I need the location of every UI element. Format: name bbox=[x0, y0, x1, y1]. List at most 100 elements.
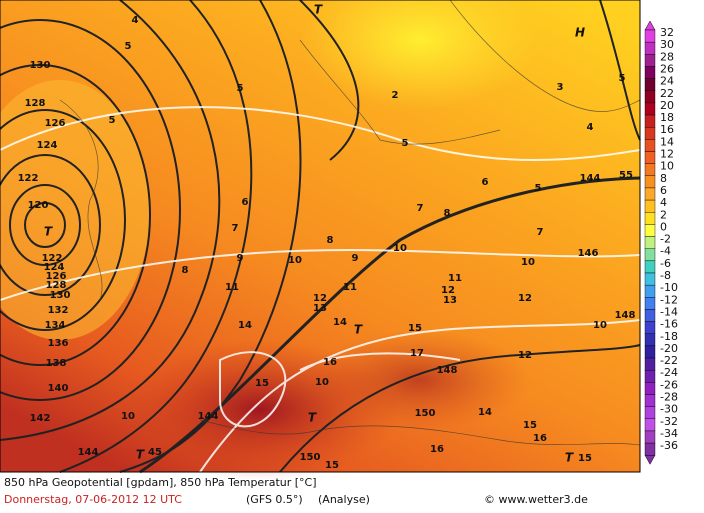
scale-arrow-bottom bbox=[644, 455, 656, 465]
scale-label: -30 bbox=[660, 403, 678, 416]
scale-swatch bbox=[644, 90, 656, 104]
scale-swatch bbox=[644, 236, 656, 249]
scale-swatch bbox=[644, 54, 656, 67]
map-label: 7 bbox=[537, 227, 544, 238]
scale-swatch bbox=[644, 139, 656, 152]
scale-swatch bbox=[644, 382, 656, 395]
scale-label: 30 bbox=[660, 38, 674, 51]
map-label: H bbox=[575, 26, 585, 40]
map-label: 5 bbox=[619, 73, 626, 84]
map-label: T bbox=[308, 411, 317, 425]
map-label: 45 bbox=[148, 447, 162, 458]
map-label: 15 bbox=[325, 460, 339, 471]
scale-swatch bbox=[644, 41, 656, 55]
map-label: 16 bbox=[430, 444, 444, 455]
map-label: 16 bbox=[533, 433, 547, 444]
color-scale: 32302826242220181614121086420-2-4-6-8-10… bbox=[644, 20, 678, 465]
map-label: 3 bbox=[557, 82, 564, 93]
scale-swatch bbox=[644, 29, 656, 43]
map-label: 120 bbox=[28, 200, 49, 211]
scale-swatch bbox=[644, 163, 656, 176]
map-label: 144 bbox=[580, 173, 601, 184]
map-label: 150 bbox=[300, 452, 321, 463]
map-label: 5 bbox=[109, 115, 116, 126]
map-label: 126 bbox=[45, 118, 66, 129]
map-label: 15 bbox=[255, 378, 269, 389]
scale-swatch bbox=[644, 260, 656, 274]
scale-label: 2 bbox=[660, 208, 667, 221]
map-label: 144 bbox=[198, 411, 219, 422]
map-labels: 130128126124122120T122124126128130132134… bbox=[18, 3, 636, 472]
map-label: 2 bbox=[392, 90, 399, 101]
map-label: 15 bbox=[408, 323, 422, 334]
scale-label: -34 bbox=[660, 427, 678, 440]
scale-swatch bbox=[644, 102, 656, 116]
map-label: 5 bbox=[402, 138, 409, 149]
scale-label: 20 bbox=[660, 99, 674, 112]
scale-label: 4 bbox=[660, 196, 667, 209]
scale-swatch bbox=[644, 78, 656, 91]
footer-run: (Analyse) bbox=[318, 493, 370, 506]
map-label: 136 bbox=[48, 338, 69, 349]
map-label: 8 bbox=[327, 235, 334, 246]
map-label: 16 bbox=[323, 357, 337, 368]
scale-swatch bbox=[644, 248, 656, 262]
map-label: T bbox=[565, 451, 574, 465]
scale-swatch bbox=[644, 212, 656, 225]
scale-swatch bbox=[644, 284, 656, 298]
map-label: 126 bbox=[46, 271, 67, 282]
geopotential-contours bbox=[0, 0, 641, 474]
map-label: 10 bbox=[393, 243, 407, 254]
map-label: 11 bbox=[448, 273, 462, 284]
scale-swatch bbox=[644, 66, 656, 79]
map-label: 12 bbox=[518, 350, 532, 361]
scale-swatch bbox=[644, 297, 656, 310]
scale-label: 16 bbox=[660, 123, 674, 136]
map-label: 138 bbox=[46, 358, 67, 369]
scale-label: 0 bbox=[660, 220, 667, 233]
map-label: 15 bbox=[523, 420, 537, 431]
scale-swatch bbox=[644, 199, 656, 213]
map-label: 122 bbox=[42, 253, 63, 264]
map-label: 11 bbox=[225, 282, 239, 293]
map-label: 142 bbox=[30, 413, 51, 424]
map-label: T bbox=[136, 448, 145, 462]
map-label: 130 bbox=[50, 290, 71, 301]
scale-label: -18 bbox=[660, 330, 678, 343]
map-label: 7 bbox=[417, 203, 424, 214]
scale-label: -22 bbox=[660, 354, 678, 367]
map-label: 13 bbox=[313, 303, 327, 314]
map-label: T bbox=[354, 323, 363, 337]
scale-swatch bbox=[644, 442, 656, 456]
map-label: 14 bbox=[478, 407, 492, 418]
map-label: 5 bbox=[535, 183, 542, 194]
map-label: 122 bbox=[18, 173, 39, 184]
scale-label: 32 bbox=[660, 26, 674, 39]
scale-swatch bbox=[644, 175, 656, 189]
scale-label: 28 bbox=[660, 50, 674, 63]
scale-label: 14 bbox=[660, 135, 674, 148]
map-label: 6 bbox=[482, 177, 489, 188]
scale-label: -14 bbox=[660, 305, 678, 318]
scale-label: -20 bbox=[660, 342, 678, 355]
map-label: 132 bbox=[48, 305, 69, 316]
map-label: 14 bbox=[238, 320, 252, 331]
map-label: 5 bbox=[125, 41, 132, 52]
map-label: 10 bbox=[521, 257, 535, 268]
scale-swatch bbox=[644, 370, 656, 383]
scale-label: -16 bbox=[660, 318, 678, 331]
map-label: 4 bbox=[132, 15, 139, 26]
footer-model: (GFS 0.5°) bbox=[246, 493, 303, 506]
map-label: 10 bbox=[593, 320, 607, 331]
scale-label: -8 bbox=[660, 269, 671, 282]
map-label: 6 bbox=[242, 197, 249, 208]
scale-swatch bbox=[644, 151, 656, 164]
scale-swatch bbox=[644, 272, 656, 286]
scale-swatch bbox=[644, 126, 656, 140]
scale-swatch bbox=[644, 394, 656, 407]
scale-swatch bbox=[644, 345, 656, 359]
map-label: 10 bbox=[121, 411, 135, 422]
map-label: 7 bbox=[232, 223, 239, 234]
